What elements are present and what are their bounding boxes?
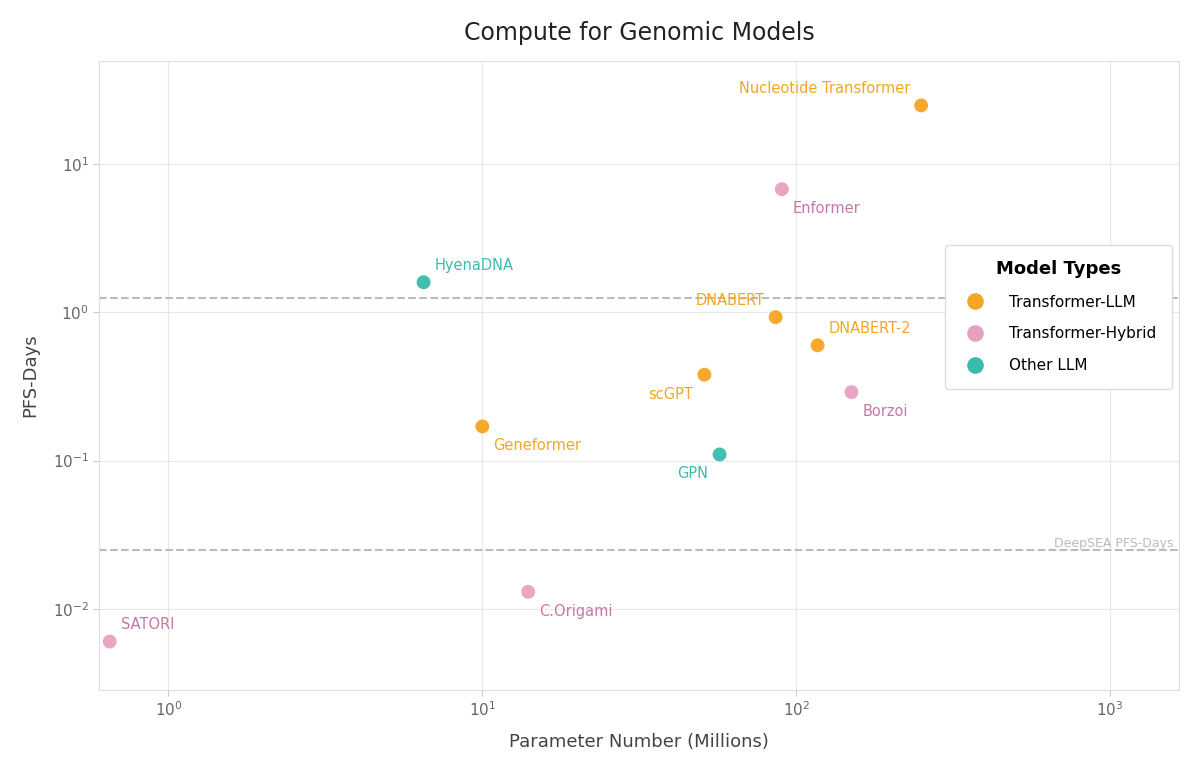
Text: DeepSEA PFS-Days: DeepSEA PFS-Days: [1055, 537, 1174, 550]
Point: [414, 276, 433, 289]
Point: [518, 586, 538, 598]
Point: [710, 449, 730, 461]
Text: DNABERT-2: DNABERT-2: [829, 321, 911, 336]
X-axis label: Parameter Number (Millions): Parameter Number (Millions): [509, 733, 769, 751]
Point: [773, 183, 792, 195]
Text: C.Origami: C.Origami: [539, 604, 613, 619]
Text: GPN: GPN: [678, 466, 708, 482]
Text: Borzoi: Borzoi: [863, 404, 908, 419]
Text: DNABERT: DNABERT: [696, 293, 764, 308]
Point: [473, 420, 492, 432]
Text: Nucleotide Transformer: Nucleotide Transformer: [739, 81, 910, 96]
Text: HyenaDNA: HyenaDNA: [434, 258, 514, 273]
Text: scGPT: scGPT: [648, 387, 694, 401]
Y-axis label: PFS-Days: PFS-Days: [20, 334, 38, 417]
Text: Geneformer: Geneformer: [493, 438, 582, 453]
Point: [695, 368, 714, 381]
Text: SATORI: SATORI: [121, 618, 174, 632]
Point: [842, 386, 862, 398]
Title: Compute for Genomic Models: Compute for Genomic Models: [464, 21, 815, 45]
Text: Enformer: Enformer: [793, 201, 860, 216]
Point: [766, 311, 785, 323]
Legend: Transformer-LLM, Transformer-Hybrid, Other LLM: Transformer-LLM, Transformer-Hybrid, Oth…: [944, 245, 1171, 388]
Point: [912, 100, 931, 112]
Text: $5,000 PFS-Days: $5,000 PFS-Days: [1068, 285, 1174, 298]
Point: [808, 339, 827, 351]
Point: [100, 635, 119, 648]
